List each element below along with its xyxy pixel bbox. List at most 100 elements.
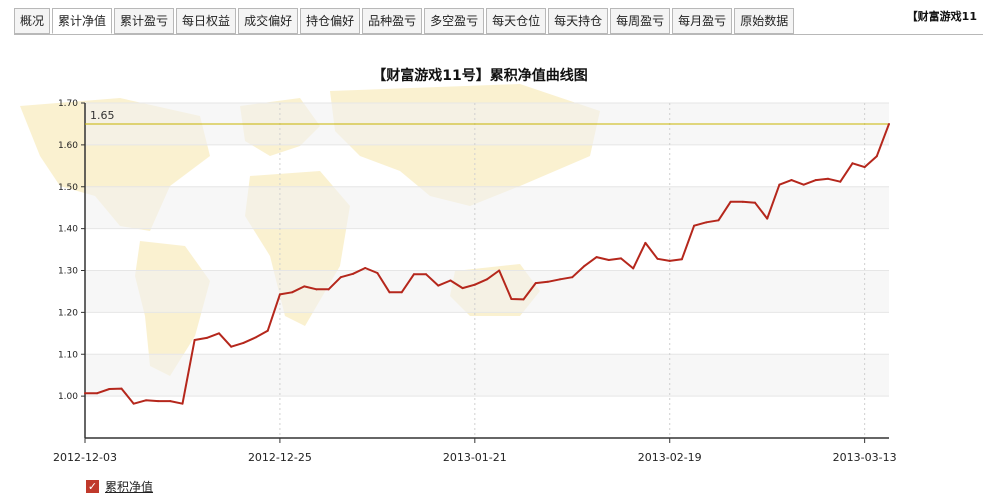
data-point <box>802 183 805 186</box>
data-point <box>254 336 257 339</box>
x-tick-label: 2012-12-03 <box>53 451 117 464</box>
data-point <box>205 336 208 339</box>
data-point <box>632 267 635 270</box>
tab-7[interactable]: 多空盈亏 <box>424 8 485 34</box>
data-point <box>437 284 440 287</box>
y-tick-label: 1.10 <box>58 350 78 360</box>
data-point <box>875 155 878 158</box>
y-tick-label: 1.00 <box>58 392 78 402</box>
data-point <box>693 224 696 227</box>
data-point <box>291 291 294 294</box>
data-point <box>327 288 330 291</box>
tab-3[interactable]: 每日权益 <box>176 8 237 34</box>
data-point <box>595 256 598 259</box>
data-point <box>303 285 306 288</box>
data-point <box>778 183 781 186</box>
data-point <box>242 341 245 344</box>
tab-2[interactable]: 累计盈亏 <box>114 8 175 34</box>
data-point <box>412 273 415 276</box>
data-point <box>181 402 184 405</box>
tab-11[interactable]: 每月盈亏 <box>672 8 733 34</box>
data-point <box>607 259 610 262</box>
data-point <box>498 269 501 272</box>
data-point <box>510 297 513 300</box>
data-point <box>729 200 732 203</box>
data-point <box>218 332 220 335</box>
tab-9[interactable]: 每天持仓 <box>548 8 609 34</box>
legend-checkbox-icon[interactable]: ✓ <box>86 480 99 493</box>
data-point <box>376 272 379 275</box>
grid-band <box>85 270 889 313</box>
data-point <box>668 259 671 262</box>
data-point <box>266 329 269 332</box>
data-point <box>449 279 452 282</box>
data-point <box>120 387 123 390</box>
data-point <box>546 280 549 283</box>
data-point <box>400 291 403 294</box>
data-point <box>620 257 622 260</box>
data-point <box>132 402 135 405</box>
data-point <box>656 257 659 260</box>
x-tick-label: 2013-02-19 <box>638 451 702 464</box>
y-tick-label: 1.50 <box>58 183 78 193</box>
data-point <box>814 179 817 182</box>
data-point <box>96 392 99 395</box>
legend[interactable]: ✓ 累积净值 <box>86 478 153 495</box>
data-point <box>315 288 318 291</box>
data-point <box>705 221 708 224</box>
y-tick-label: 1.60 <box>58 141 78 151</box>
data-point <box>230 345 233 348</box>
data-point <box>461 287 464 290</box>
account-title: 【财富游戏11 <box>906 10 977 23</box>
data-point <box>644 241 647 244</box>
data-point <box>169 400 172 403</box>
data-point <box>766 217 769 220</box>
data-point <box>522 298 525 301</box>
tab-0[interactable]: 概况 <box>14 8 51 34</box>
tab-bar: 概况 累计净值 累计盈亏 每日权益 成交偏好 持仓偏好 品种盈亏 多空盈亏 每天仓位 每天持仓 每周… <box>14 8 796 34</box>
y-tick-label: 1.70 <box>58 99 78 109</box>
tab-5[interactable]: 持仓偏好 <box>300 8 361 34</box>
tab-6[interactable]: 品种盈亏 <box>362 8 423 34</box>
data-point <box>680 258 683 261</box>
data-point <box>388 291 391 294</box>
data-point <box>278 293 281 296</box>
data-point <box>425 273 428 276</box>
data-point <box>193 339 196 342</box>
data-point <box>84 392 86 395</box>
chart-title: 【财富游戏11号】累积净值曲线图 <box>372 67 587 84</box>
legend-label[interactable]: 累积净值 <box>105 480 154 494</box>
data-point <box>534 282 537 285</box>
data-point <box>559 278 562 281</box>
data-point <box>571 276 574 279</box>
data-point <box>863 166 866 169</box>
tab-10[interactable]: 每周盈亏 <box>610 8 671 34</box>
data-point <box>839 180 842 183</box>
tab-12[interactable]: 原始数据 <box>734 8 795 34</box>
net-value-chart: 【财富游戏11号】累积净值曲线图 1.00 1.10 1.20 1.30 1.40 1.5… <box>20 67 897 464</box>
data-point <box>754 201 756 204</box>
data-point <box>790 179 793 182</box>
tab-1[interactable]: 累计净值 <box>52 8 113 34</box>
y-tick-label: 1.40 <box>58 225 78 235</box>
y-tick-label: 1.20 <box>58 308 78 318</box>
data-point <box>339 276 342 279</box>
max-label: 1.65 <box>90 109 115 122</box>
chart-container: 【财富游戏11号】累积净值曲线图 1.00 1.10 1.20 1.30 1.40 1.5… <box>0 36 983 499</box>
data-point <box>741 200 744 203</box>
data-point <box>144 399 147 402</box>
tab-8[interactable]: 每天仓位 <box>486 8 547 34</box>
tab-4[interactable]: 成交偏好 <box>238 8 299 34</box>
x-tick-label: 2012-12-25 <box>248 451 312 464</box>
x-tick-label: 2013-01-21 <box>443 451 507 464</box>
grid-band <box>85 354 889 397</box>
data-point <box>851 162 854 165</box>
data-point <box>364 266 367 269</box>
data-point <box>108 388 111 391</box>
data-point <box>717 219 720 222</box>
data-point <box>888 122 890 125</box>
data-point <box>583 264 586 267</box>
data-point <box>157 400 160 403</box>
data-point <box>352 272 354 275</box>
data-point <box>473 283 476 286</box>
